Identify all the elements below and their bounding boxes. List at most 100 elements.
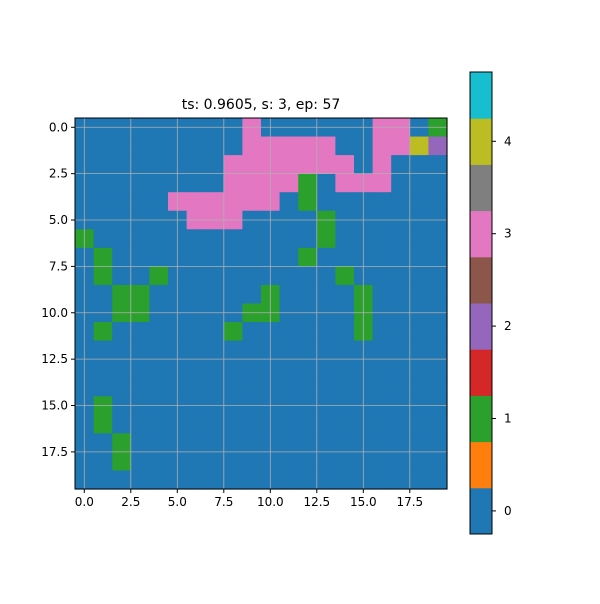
heatmap-cell <box>149 377 169 397</box>
heatmap-cell <box>391 414 411 434</box>
heatmap-cell <box>186 266 206 286</box>
heatmap-cell <box>372 173 392 193</box>
heatmap-cell <box>428 340 448 360</box>
colorbar-tick-label: 4 <box>504 134 512 148</box>
heatmap-cell <box>242 359 262 379</box>
x-tick-label: 15.0 <box>350 495 377 509</box>
y-tick-label: 0.0 <box>49 120 68 134</box>
heatmap-cell <box>316 155 336 175</box>
x-tick-label: 2.5 <box>121 495 140 509</box>
heatmap-cell <box>223 377 243 397</box>
heatmap-cell <box>112 192 132 212</box>
heatmap-cell <box>298 136 318 156</box>
heatmap-cell <box>391 192 411 212</box>
heatmap-cell <box>298 266 318 286</box>
heatmap-cell <box>205 173 225 193</box>
heatmap-cell <box>335 136 355 156</box>
heatmap-cell <box>205 322 225 342</box>
heatmap-cell <box>186 247 206 267</box>
y-axis-ticks: 0.0 2.5 5.0 7.5 10.0 12.5 15.0 17.5 <box>41 120 75 459</box>
heatmap-cell <box>391 155 411 175</box>
heatmap-cell <box>93 414 113 434</box>
heatmap-cell <box>112 322 132 342</box>
y-tick-label: 2.5 <box>49 167 68 181</box>
heatmap-cell <box>279 266 299 286</box>
colorbar-tick-label: 1 <box>504 412 512 426</box>
heatmap-cell <box>316 136 336 156</box>
heatmap-cell <box>372 340 392 360</box>
heatmap-cell <box>205 414 225 434</box>
heatmap-cell <box>391 377 411 397</box>
heatmap-cell <box>428 192 448 212</box>
heatmap-cell <box>205 340 225 360</box>
colorbar <box>470 72 492 535</box>
heatmap-cell <box>298 229 318 249</box>
heatmap-cell <box>298 359 318 379</box>
heatmap-cell <box>391 322 411 342</box>
heatmap-cell <box>186 136 206 156</box>
heatmap-cell <box>335 322 355 342</box>
heatmap-cell <box>298 155 318 175</box>
heatmap-cell <box>372 284 392 305</box>
heatmap-cell <box>149 433 169 453</box>
heatmap-cell <box>93 433 113 453</box>
heatmap-cell <box>149 451 169 472</box>
heatmap-cell <box>186 359 206 379</box>
heatmap-cell <box>205 451 225 472</box>
chart-title: ts: 0.9605, s: 3, ep: 57 <box>182 97 341 113</box>
heatmap-cell <box>93 340 113 360</box>
heatmap-cell <box>186 377 206 397</box>
heatmap-cell <box>391 173 411 193</box>
heatmap-cell <box>298 247 318 267</box>
heatmap-cell <box>409 322 429 342</box>
heatmap-cell <box>223 136 243 156</box>
heatmap-cell <box>93 266 113 286</box>
heatmap-cell <box>186 433 206 453</box>
heatmap-cell <box>93 470 113 490</box>
colorbar-segment <box>470 72 492 119</box>
heatmap-cell <box>186 340 206 360</box>
heatmap-cell <box>372 322 392 342</box>
heatmap-cell <box>223 340 243 360</box>
heatmap-cell <box>335 173 355 193</box>
heatmap-cell <box>409 192 429 212</box>
heatmap-cell <box>298 414 318 434</box>
heatmap-cell <box>372 414 392 434</box>
heatmap-cell <box>112 284 132 305</box>
heatmap-cell <box>372 470 392 490</box>
heatmap-cell <box>372 451 392 472</box>
y-tick-label: 5.0 <box>49 213 68 227</box>
x-tick-label: 7.5 <box>214 495 233 509</box>
heatmap-cell <box>279 136 299 156</box>
heatmap-cell <box>428 322 448 342</box>
heatmap-cell <box>279 322 299 342</box>
heatmap-cell <box>130 340 150 360</box>
heatmap-cell <box>428 414 448 434</box>
colorbar-segment <box>470 303 492 350</box>
heatmap-cell <box>316 433 336 453</box>
grid-lines <box>75 118 447 489</box>
heatmap-cell <box>130 451 150 472</box>
heatmap-cell <box>298 173 318 193</box>
heatmap-cell <box>391 266 411 286</box>
heatmap-cell <box>428 266 448 286</box>
heatmap-cell <box>428 247 448 267</box>
heatmap-cell <box>223 451 243 472</box>
heatmap-cell <box>279 359 299 379</box>
heatmap-cell <box>335 247 355 267</box>
heatmap-cell <box>242 155 262 175</box>
colorbar-frame <box>469 71 493 535</box>
heatmap-cell <box>335 340 355 360</box>
heatmap-cell <box>93 284 113 305</box>
heatmap-cell <box>149 284 169 305</box>
heatmap-cell <box>409 266 429 286</box>
heatmap-cell <box>391 340 411 360</box>
heatmap-cell <box>409 414 429 434</box>
heatmap-cell <box>130 173 150 193</box>
heatmap-cell <box>149 155 169 175</box>
heatmap-cell <box>223 322 243 342</box>
colorbar-segment <box>470 487 492 535</box>
heatmap-cell <box>205 284 225 305</box>
